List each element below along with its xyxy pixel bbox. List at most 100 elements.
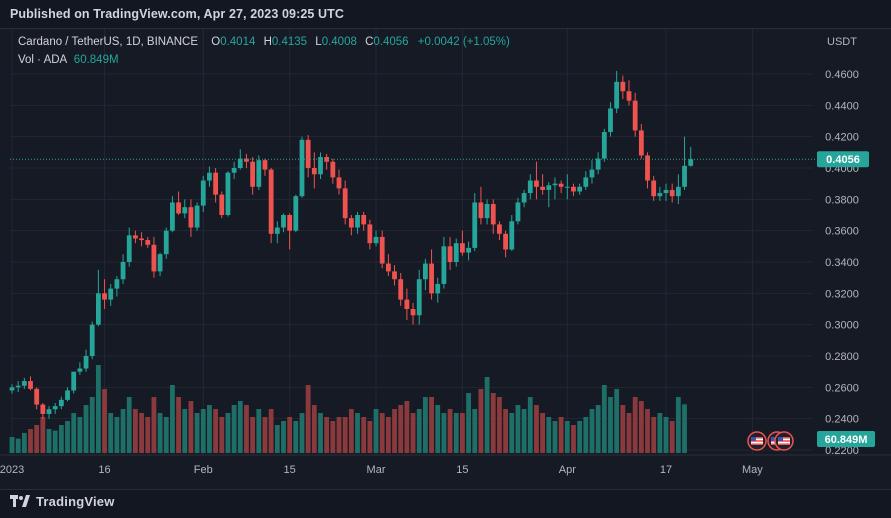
candle-body bbox=[540, 186, 546, 190]
volume-bar bbox=[558, 417, 564, 453]
candle-body bbox=[478, 202, 484, 219]
candle bbox=[95, 269, 101, 327]
candle-body bbox=[626, 91, 632, 101]
candle-body bbox=[552, 183, 558, 186]
candle-body bbox=[108, 288, 114, 300]
volume-bar bbox=[373, 409, 379, 453]
candle bbox=[521, 189, 527, 208]
candle bbox=[244, 153, 249, 168]
candle bbox=[34, 387, 40, 410]
volume-bar bbox=[102, 389, 107, 453]
volume-bar bbox=[244, 405, 249, 453]
volume-bar bbox=[663, 417, 669, 453]
candle-body bbox=[571, 186, 576, 192]
candle-body bbox=[244, 158, 249, 162]
volume-bar bbox=[608, 397, 613, 453]
volume-bar bbox=[645, 409, 650, 453]
candle bbox=[620, 75, 626, 100]
candle-body bbox=[318, 157, 323, 175]
legend-high-label: H bbox=[264, 36, 272, 48]
price-axis[interactable]: 0.46000.44000.42000.40000.38000.36000.34… bbox=[825, 69, 859, 457]
candle bbox=[490, 199, 496, 234]
candle bbox=[657, 186, 663, 201]
candle bbox=[182, 199, 188, 219]
volume-bar bbox=[429, 397, 434, 453]
volume-bar bbox=[336, 417, 342, 453]
candle-body bbox=[564, 186, 570, 188]
price-tick-label: 0.3400 bbox=[825, 257, 859, 269]
candle-body bbox=[330, 161, 336, 178]
volume-bar bbox=[95, 365, 101, 453]
candle-body bbox=[638, 130, 644, 156]
candle-body bbox=[126, 235, 132, 262]
candle-body bbox=[336, 177, 342, 189]
candle-body bbox=[46, 409, 52, 414]
candle-body bbox=[546, 185, 552, 190]
tradingview-logo-icon bbox=[10, 495, 30, 507]
candle bbox=[342, 180, 348, 225]
volume-bar bbox=[293, 421, 299, 453]
time-tick-label: Feb bbox=[194, 464, 213, 476]
candle-body bbox=[466, 247, 471, 253]
candle-body bbox=[416, 279, 422, 316]
volume-bar bbox=[392, 409, 397, 453]
candle bbox=[669, 183, 675, 203]
candle bbox=[139, 232, 144, 247]
volume-bar bbox=[200, 409, 206, 453]
candle bbox=[324, 153, 330, 170]
candle-body bbox=[620, 81, 626, 92]
volume-bar bbox=[669, 421, 675, 453]
candle bbox=[410, 302, 416, 325]
candle bbox=[540, 174, 546, 195]
candle bbox=[250, 157, 256, 195]
footer-brand[interactable]: TradingView bbox=[10, 492, 115, 510]
price-tick-label: 0.4200 bbox=[825, 132, 859, 144]
candle-body bbox=[21, 381, 27, 386]
volume-bar bbox=[21, 433, 27, 453]
candle bbox=[392, 265, 397, 286]
candle-body bbox=[305, 139, 311, 168]
candle bbox=[268, 168, 274, 244]
volume-bar bbox=[657, 413, 663, 453]
volume-bar bbox=[595, 405, 601, 453]
candle-body bbox=[9, 387, 15, 391]
time-axis[interactable]: 2023 16 Feb 15 Mar 15 Apr 17 May bbox=[0, 464, 763, 476]
chart-panel[interactable]: 0.4600 0.4400 0.4200 0.4000 0.3800 0.3600 0.34… bbox=[0, 28, 891, 490]
volume-bar bbox=[638, 401, 644, 453]
candle bbox=[176, 191, 181, 215]
time-tick-label: May bbox=[742, 464, 763, 476]
candle bbox=[126, 227, 132, 267]
candle-body bbox=[453, 243, 459, 262]
candle bbox=[398, 272, 404, 306]
price-tick-label: 0.2800 bbox=[825, 351, 859, 363]
time-tick-label: Apr bbox=[559, 464, 576, 476]
candle bbox=[348, 215, 354, 236]
volume-bar bbox=[120, 409, 126, 453]
time-tick-label: 2023 bbox=[0, 464, 24, 476]
candle bbox=[472, 193, 478, 252]
candle bbox=[305, 135, 311, 178]
current-price-badge: 0.4056 bbox=[817, 151, 869, 168]
candle bbox=[145, 236, 151, 248]
candle bbox=[663, 183, 669, 201]
candle bbox=[157, 252, 163, 277]
candle bbox=[416, 269, 422, 325]
candle-body bbox=[392, 271, 397, 280]
current-price-text: 0.4056 bbox=[826, 154, 860, 166]
volume-bar bbox=[651, 417, 657, 453]
us-flag-icon[interactable] bbox=[774, 431, 794, 451]
event-markers[interactable] bbox=[747, 431, 794, 451]
volume-bar bbox=[318, 413, 323, 453]
candle-body bbox=[133, 235, 138, 239]
candle bbox=[466, 241, 471, 261]
candle-body bbox=[163, 230, 169, 255]
candle-body bbox=[237, 158, 243, 168]
volume-bar bbox=[503, 409, 508, 453]
time-tick-label: 16 bbox=[98, 464, 110, 476]
candlestick-chart[interactable]: 0.46000.44000.42000.40000.38000.36000.34… bbox=[0, 29, 891, 489]
volume-bar bbox=[484, 377, 490, 453]
candle-body bbox=[157, 254, 163, 272]
us-flag-icon[interactable] bbox=[747, 431, 767, 451]
candle-body bbox=[595, 158, 601, 170]
candle bbox=[509, 215, 515, 252]
